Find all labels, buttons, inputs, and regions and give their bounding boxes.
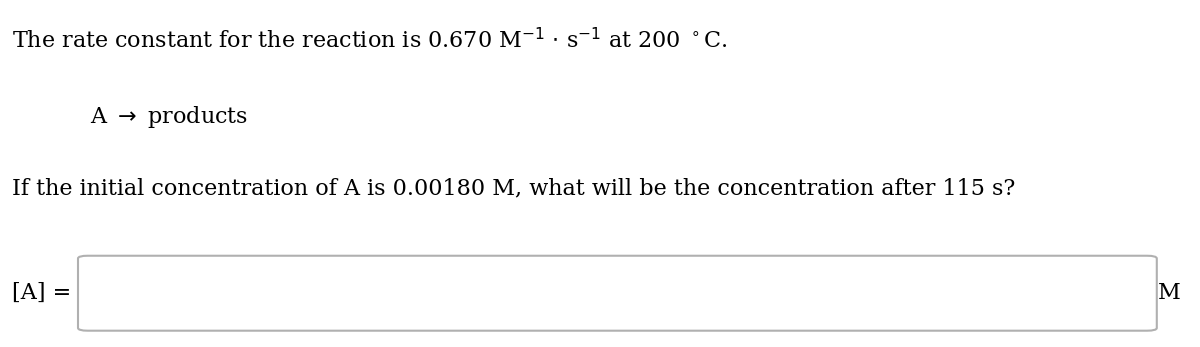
- Text: M: M: [1158, 282, 1181, 304]
- Text: A $\rightarrow$ products: A $\rightarrow$ products: [90, 104, 248, 130]
- Text: If the initial concentration of A is 0.00180 M, what will be the concentration a: If the initial concentration of A is 0.0…: [12, 177, 1015, 199]
- Text: The rate constant for the reaction is 0.670 M$^{-1}$ $\cdot$ s$^{-1}$ at 200 $^\: The rate constant for the reaction is 0.…: [12, 28, 727, 53]
- FancyBboxPatch shape: [78, 256, 1157, 331]
- Text: [A] =: [A] =: [12, 282, 71, 304]
